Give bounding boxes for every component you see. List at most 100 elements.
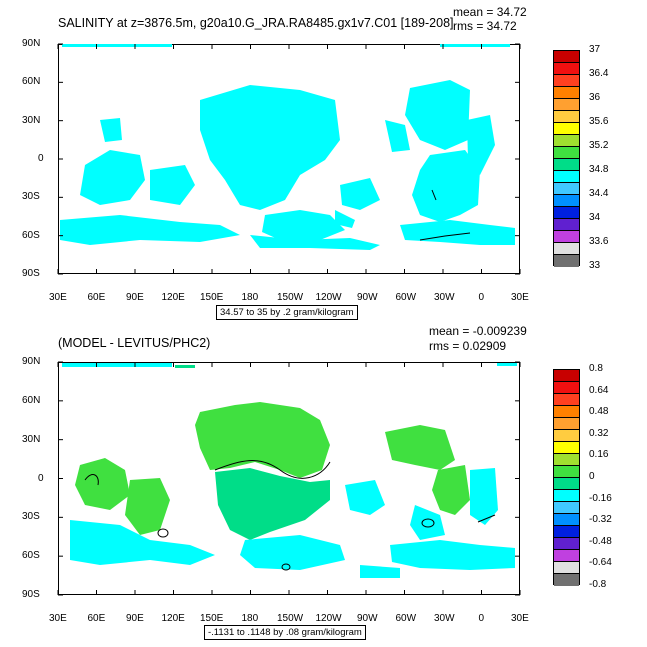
colorbar-label: 0.16 [589, 449, 609, 461]
lon-label: 0 [478, 613, 485, 624]
colorbar-swatch [554, 454, 579, 466]
colorbar-swatch [554, 99, 579, 111]
lat-label: 60N [22, 76, 41, 88]
colorbar-swatch [554, 87, 579, 99]
colorbar-label: 0 [589, 471, 595, 482]
lon-label: 90W [357, 613, 378, 624]
lon-label: 60E [87, 613, 106, 624]
colorbar-swatch [554, 231, 579, 243]
colorbar-label: 35.6 [589, 116, 609, 127]
lat-label: 60S [22, 550, 40, 562]
colorbar-label: 36.4 [589, 68, 609, 79]
colorbar-label: 37 [589, 44, 601, 55]
lat-label: 90S [22, 589, 40, 600]
colorbar-swatch [554, 111, 579, 123]
colorbar-swatch [554, 514, 579, 526]
colorbar-swatch [554, 502, 579, 514]
colorbar-swatch [554, 123, 579, 135]
top-rms: rms = 34.72 [453, 19, 517, 33]
colorbar-swatch [554, 135, 579, 147]
colorbar-label: 36 [589, 92, 601, 103]
colorbar-swatch [554, 195, 579, 207]
lon-label: 90W [357, 292, 378, 303]
lon-label: 60W [395, 613, 417, 624]
colorbar-swatch [554, 159, 579, 171]
lon-label: 30E [49, 292, 67, 303]
colorbar-swatch [554, 75, 579, 87]
colorbar-swatch [554, 183, 579, 195]
colorbar-swatch [554, 442, 579, 454]
colorbar-swatch [554, 63, 579, 75]
colorbar-swatch [554, 382, 579, 394]
top-map-contours [419, 189, 471, 241]
bottom-colorbar [553, 369, 580, 586]
lat-label: 30S [22, 511, 40, 523]
colorbar-swatch [554, 562, 579, 574]
colorbar-label: 0.32 [589, 427, 609, 439]
lon-label: 120W [315, 613, 342, 624]
colorbar-swatch [554, 255, 579, 267]
colorbar-label: 34 [589, 212, 601, 223]
colorbar-swatch [554, 418, 579, 430]
colorbar-swatch [554, 370, 579, 382]
lon-label: 180 [241, 292, 259, 303]
lon-label: 30W [434, 613, 455, 624]
colorbar-label: 0.8 [589, 363, 603, 374]
colorbar-swatch [554, 207, 579, 219]
colorbar-swatch [554, 478, 579, 490]
lon-label: 0 [478, 292, 485, 303]
lat-label: 30S [22, 191, 40, 203]
colorbar-swatch [554, 538, 579, 550]
colorbar-label: 33 [589, 260, 601, 271]
lon-label: 30E [511, 613, 529, 624]
lon-label: 120E [161, 613, 185, 624]
top-colorbar [553, 50, 580, 267]
bottom-map-title: (MODEL - LEVITUS/PHC2) [58, 336, 211, 350]
lat-label: 60S [22, 229, 40, 241]
lon-label: 150E [200, 613, 224, 624]
lat-label: 0 [38, 153, 44, 164]
colorbar-label: 0.64 [589, 384, 609, 396]
top-map-ticks [57, 43, 521, 275]
lat-label: 90N [22, 356, 41, 367]
lon-label: 120W [315, 292, 342, 303]
lon-label: 150E [200, 292, 224, 303]
lon-label: 150W [277, 613, 304, 624]
colorbar-swatch [554, 147, 579, 159]
colorbar-swatch [554, 406, 579, 418]
colorbar-swatch [554, 466, 579, 478]
lon-label: 30W [434, 292, 455, 303]
colorbar-swatch [554, 219, 579, 231]
lat-label: 30N [22, 114, 41, 126]
colorbar-label: -0.8 [589, 579, 607, 590]
colorbar-label: -0.48 [589, 535, 612, 547]
lon-label: 30E [511, 292, 529, 303]
colorbar-label: 34.4 [589, 188, 609, 199]
lon-label: 90E [126, 292, 144, 303]
colorbar-swatch [554, 243, 579, 255]
colorbar-swatch [554, 550, 579, 562]
top-range-label: 34.57 to 35 by .2 gram/kilogram [216, 305, 358, 320]
colorbar-label: 35.2 [589, 140, 609, 151]
top-map-ocean [60, 44, 515, 250]
colorbar-label: 34.8 [589, 164, 609, 175]
colorbar-swatch [554, 526, 579, 538]
lat-label: 30N [22, 433, 41, 445]
lon-label: 30E [49, 613, 67, 624]
colorbar-swatch [554, 51, 579, 63]
lat-label: 90S [22, 268, 40, 279]
colorbar-label: -0.16 [589, 492, 612, 504]
colorbar-label: -0.64 [589, 557, 612, 569]
colorbar-swatch [554, 430, 579, 442]
bottom-rms: rms = 0.02909 [429, 339, 507, 353]
bottom-map-ticks [57, 361, 521, 596]
lat-label: 0 [38, 472, 44, 484]
colorbar-label: -0.32 [589, 514, 612, 526]
top-mean: mean = 34.72 [453, 5, 527, 19]
bottom-mean: mean = -0.009239 [429, 324, 527, 338]
lat-label: 60N [22, 394, 41, 406]
colorbar-swatch [554, 394, 579, 406]
lon-label: 90E [126, 613, 144, 624]
colorbar-swatch [554, 490, 579, 502]
